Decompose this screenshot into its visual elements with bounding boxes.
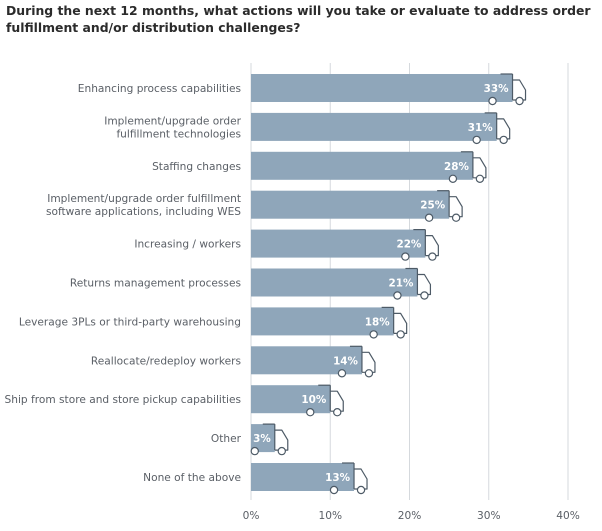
data-label: 31% (468, 122, 493, 134)
data-label: 14% (333, 355, 358, 367)
category-label: Increasing / workers (134, 239, 241, 251)
data-label: 22% (396, 239, 421, 251)
category-label: software applications, including WES (46, 206, 241, 218)
category-label: Implement/upgrade order (104, 115, 241, 127)
category-label: Other (211, 433, 242, 445)
chart-title: During the next 12 months, what actions … (6, 3, 591, 35)
x-tick-label: 40% (556, 510, 580, 522)
truck-wheel (329, 485, 339, 495)
data-label: 28% (444, 161, 469, 173)
truck-wheel (475, 174, 485, 183)
truck-wheel (393, 291, 402, 300)
truck-wheel (369, 330, 378, 339)
data-label: 18% (365, 316, 390, 328)
category-label: Reallocate/redeploy workers (91, 355, 241, 367)
data-label: 10% (301, 394, 326, 406)
category-label: fulfillment technologies (116, 128, 241, 140)
truck-wheel (364, 369, 374, 378)
truck-wheel (424, 213, 434, 222)
data-label: 13% (325, 472, 350, 484)
truck-wheel (337, 369, 347, 378)
bar (251, 463, 355, 491)
truck-wheel (488, 96, 497, 106)
truck-wheel (499, 135, 508, 145)
bar (251, 229, 426, 258)
category-label: None of the above (143, 472, 241, 484)
truck-wheel (448, 174, 458, 183)
category-label: Staffing changes (152, 161, 241, 173)
truck-wheel (306, 408, 315, 417)
data-label: 21% (389, 278, 414, 290)
x-tick-label: 0% (243, 510, 260, 522)
category-label: Leverage 3PLs or third-party warehousing (19, 316, 241, 328)
truck-wheel (515, 96, 524, 106)
bar (251, 151, 473, 180)
data-label: 33% (484, 83, 509, 95)
truck-wheel (401, 252, 410, 261)
data-label: 25% (420, 200, 445, 212)
truck-wheel (396, 330, 405, 339)
truck-wheel (277, 446, 286, 456)
category-label: Implement/upgrade order fulfillment (47, 193, 241, 205)
bar (251, 112, 497, 141)
category-label: Enhancing process capabilities (78, 83, 241, 95)
truck-wheel (250, 446, 259, 456)
x-tick-label: 10% (318, 510, 342, 522)
category-label: Returns management processes (70, 278, 241, 290)
truck-wheel (333, 408, 342, 417)
truck-wheel (420, 291, 429, 300)
category-label: Ship from store and store pickup capabil… (5, 394, 241, 406)
data-label: 3% (253, 433, 271, 445)
truck-wheel (451, 213, 461, 222)
truck-wheel (356, 485, 366, 495)
bar (251, 307, 394, 336)
bar (251, 268, 418, 297)
bar (251, 385, 331, 414)
bar (251, 74, 513, 102)
truck-wheel (472, 135, 481, 145)
x-tick-label: 20% (398, 510, 422, 522)
bar (251, 190, 450, 219)
bar (251, 424, 275, 453)
truck-wheel (428, 252, 437, 261)
x-tick-label: 30% (477, 510, 501, 522)
